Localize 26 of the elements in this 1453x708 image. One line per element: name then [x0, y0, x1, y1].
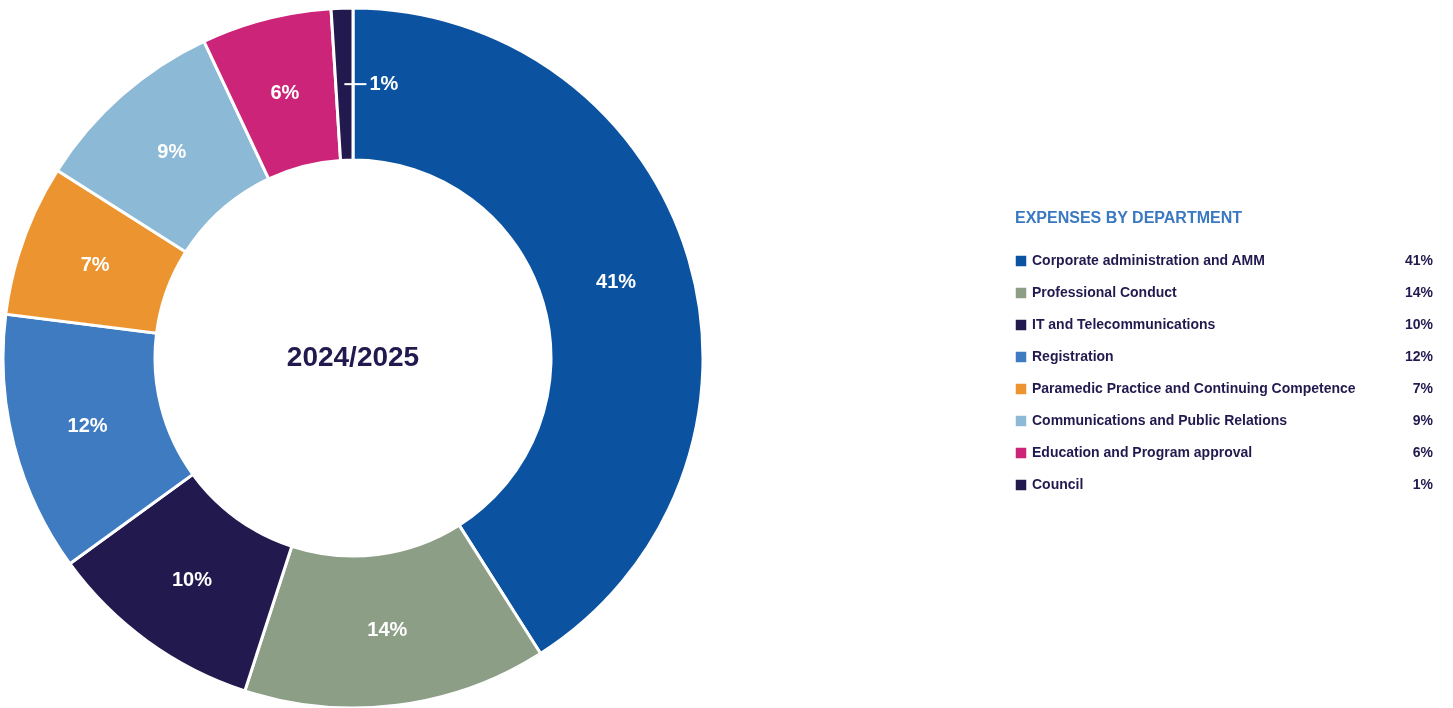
data-label: 7% — [80, 253, 110, 276]
legend-label: IT and Telecommunications — [1032, 316, 1216, 332]
text: 12% — [1404, 348, 1433, 364]
data-label: 10% — [171, 567, 213, 590]
legend-label: Communications and Public Relations — [1032, 412, 1288, 428]
data-label: 12% — [67, 414, 108, 437]
data-label: 1% — [369, 72, 399, 95]
legend-label: Council — [1032, 476, 1084, 492]
data-label: 6% — [270, 80, 300, 103]
data-label: 41% — [596, 269, 637, 292]
legend-label: Corporate administration and AMM — [1032, 252, 1265, 268]
text: 9% — [1412, 412, 1433, 428]
text: 14% — [1404, 284, 1433, 300]
legend-title: EXPENSES BY DEPARTMENT — [1015, 209, 1243, 226]
data-label: 9% — [157, 140, 187, 163]
legend-label: Registration — [1032, 348, 1114, 364]
text: 6% — [1412, 444, 1433, 460]
legend-label: Education and Program approval — [1032, 444, 1253, 460]
text: 7% — [1412, 380, 1433, 396]
legend-label: Professional Conduct — [1032, 284, 1178, 300]
data-label: 14% — [367, 617, 408, 640]
legend-label: Paramedic Practice and Continuing Competence — [1032, 380, 1356, 396]
text: 41% — [1404, 252, 1433, 268]
text: 1% — [1412, 476, 1433, 492]
text: 2024/2025 — [286, 341, 420, 372]
text: 10% — [1404, 316, 1433, 332]
